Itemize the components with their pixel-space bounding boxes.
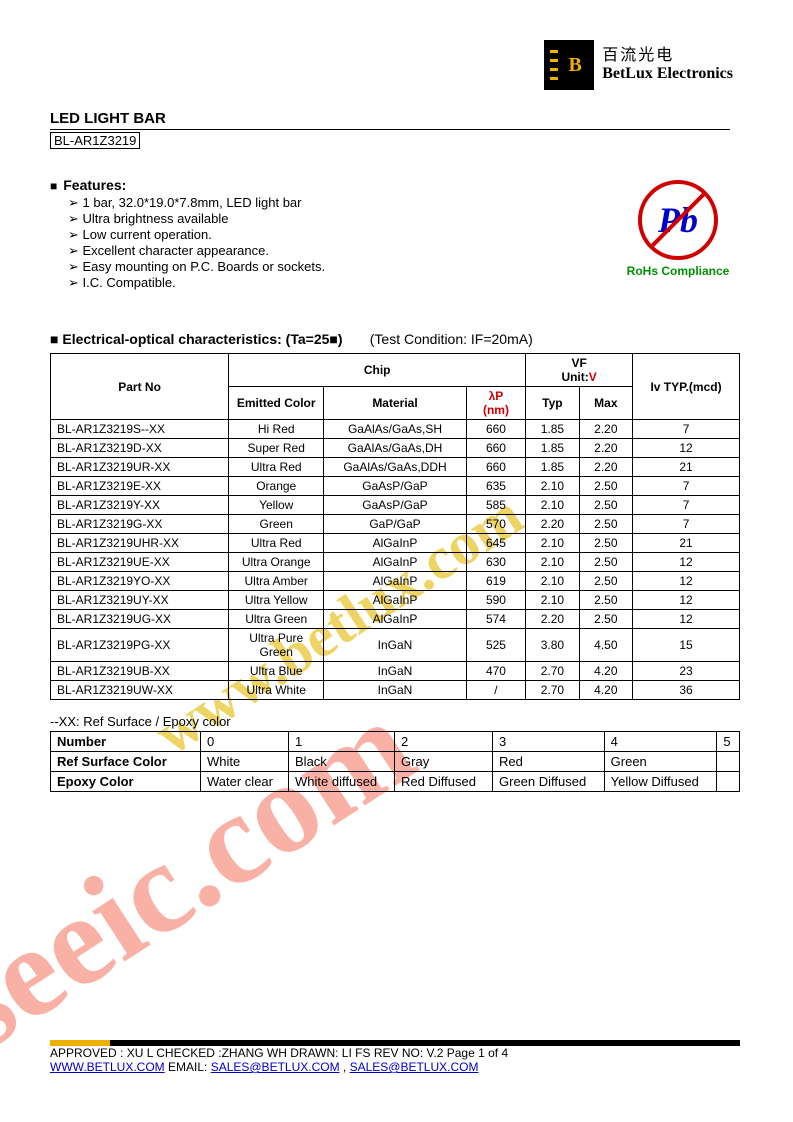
title-rule — [50, 129, 730, 130]
footer-email2-link[interactable]: SALES@BETLUX.COM — [350, 1060, 479, 1074]
spec-row: BL-AR1Z3219PG-XXUltra Pure GreenInGaN525… — [51, 629, 740, 662]
spec-row: BL-AR1Z3219YO-XXUltra AmberAlGaInP6192.1… — [51, 572, 740, 591]
spec-row: BL-AR1Z3219UHR-XXUltra RedAlGaInP6452.10… — [51, 534, 740, 553]
ref-table: Number012345 Ref Surface ColorWhiteBlack… — [50, 731, 740, 792]
rohs-badge: Pb RoHs Compliance — [623, 180, 733, 278]
spec-row: BL-AR1Z3219UW-XXUltra WhiteInGaN/2.704.2… — [51, 681, 740, 700]
spec-row: BL-AR1Z3219S--XXHi RedGaAlAs/GaAs,SH6601… — [51, 420, 740, 439]
logo-badge: B — [544, 40, 594, 90]
spec-row: BL-AR1Z3219UB-XXUltra BlueInGaN4702.704.… — [51, 662, 740, 681]
spec-row: BL-AR1Z3219UE-XXUltra OrangeAlGaInP6302.… — [51, 553, 740, 572]
footer-contact-line: WWW.BETLUX.COM EMAIL: SALES@BETLUX.COM ,… — [50, 1060, 740, 1074]
spec-row: BL-AR1Z3219E-XXOrangeGaAsP/GaP6352.102.5… — [51, 477, 740, 496]
logo-english: BetLux Electronics — [602, 65, 733, 83]
spec-heading: ■ Electrical-optical characteristics: (T… — [50, 331, 743, 347]
spec-row: BL-AR1Z3219UG-XXUltra GreenAlGaInP5742.2… — [51, 610, 740, 629]
footer-approval-line: APPROVED : XU L CHECKED :ZHANG WH DRAWN:… — [50, 1046, 740, 1060]
company-logo: B 百流光电 BetLux Electronics — [544, 40, 733, 90]
footer-url-link[interactable]: WWW.BETLUX.COM — [50, 1060, 165, 1074]
part-number: BL-AR1Z3219 — [50, 132, 140, 149]
document-title: LED LIGHT BAR — [50, 110, 743, 127]
logo-chinese: 百流光电 — [602, 47, 733, 65]
spec-row: BL-AR1Z3219Y-XXYellowGaAsP/GaP5852.102.5… — [51, 496, 740, 515]
footer-email1-link[interactable]: SALES@BETLUX.COM — [211, 1060, 340, 1074]
spec-table: Part No Chip VF Unit:V Iv TYP.(mcd) Emit… — [50, 353, 740, 700]
spec-row: BL-AR1Z3219UY-XXUltra YellowAlGaInP5902.… — [51, 591, 740, 610]
spec-row: BL-AR1Z3219D-XXSuper RedGaAlAs/GaAs,DH66… — [51, 439, 740, 458]
ref-note: --XX: Ref Surface / Epoxy color — [50, 714, 743, 729]
page-footer: APPROVED : XU L CHECKED :ZHANG WH DRAWN:… — [50, 1040, 740, 1074]
spec-row: BL-AR1Z3219G-XXGreenGaP/GaP5702.202.507 — [51, 515, 740, 534]
spec-row: BL-AR1Z3219UR-XXUltra RedGaAlAs/GaAs,DDH… — [51, 458, 740, 477]
